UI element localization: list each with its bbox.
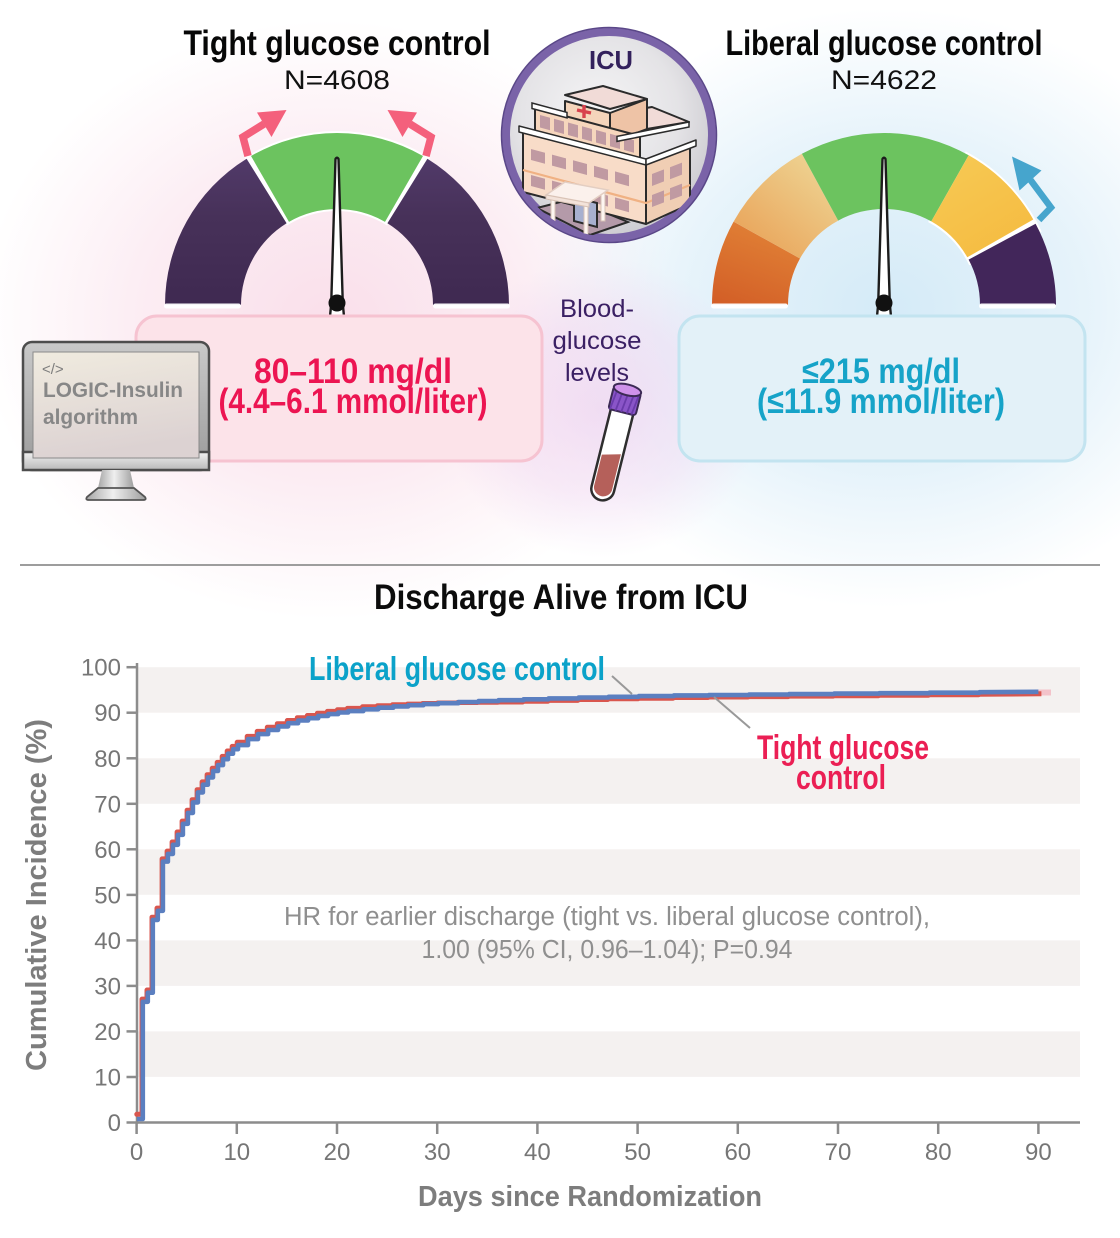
svg-text:20: 20 bbox=[94, 1019, 121, 1046]
svg-text:Days since Randomization: Days since Randomization bbox=[418, 1181, 762, 1213]
svg-text:N=4622: N=4622 bbox=[831, 65, 937, 95]
svg-text:60: 60 bbox=[724, 1139, 751, 1166]
svg-text:80: 80 bbox=[925, 1139, 952, 1166]
svg-text:0: 0 bbox=[108, 1110, 121, 1137]
svg-text:(≤11.9 mmol/liter): (≤11.9 mmol/liter) bbox=[757, 382, 1005, 421]
svg-text:30: 30 bbox=[424, 1139, 451, 1166]
svg-text:80–110 mg/dl: 80–110 mg/dl bbox=[254, 352, 452, 391]
svg-text:ICU: ICU bbox=[589, 45, 633, 75]
svg-text:1.00 (95% CI, 0.96–1.04); P=0.: 1.00 (95% CI, 0.96–1.04); P=0.94 bbox=[422, 936, 793, 964]
svg-text:(4.4–6.1 mmol/liter): (4.4–6.1 mmol/liter) bbox=[219, 382, 488, 421]
svg-text:30: 30 bbox=[94, 973, 121, 1000]
svg-text:N=4608: N=4608 bbox=[284, 65, 390, 95]
svg-text:90: 90 bbox=[1025, 1139, 1052, 1166]
svg-text:70: 70 bbox=[94, 791, 121, 818]
svg-text:20: 20 bbox=[324, 1139, 351, 1166]
svg-text:</>: </> bbox=[42, 361, 64, 378]
svg-text:50: 50 bbox=[624, 1139, 651, 1166]
svg-text:0: 0 bbox=[130, 1139, 143, 1166]
svg-text:60: 60 bbox=[94, 837, 121, 864]
svg-text:≤215 mg/dl: ≤215 mg/dl bbox=[802, 352, 960, 391]
svg-text:LOGIC-Insulin: LOGIC-Insulin bbox=[43, 379, 183, 402]
svg-text:100: 100 bbox=[81, 655, 121, 682]
svg-text:Liberal glucose control: Liberal glucose control bbox=[726, 24, 1043, 63]
svg-text:40: 40 bbox=[94, 928, 121, 955]
svg-text:70: 70 bbox=[825, 1139, 852, 1166]
svg-text:Tight glucose control: Tight glucose control bbox=[184, 24, 491, 63]
svg-text:Cumulative Incidence (%): Cumulative Incidence (%) bbox=[21, 719, 53, 1071]
svg-text:algorithm: algorithm bbox=[43, 406, 138, 429]
svg-text:50: 50 bbox=[94, 882, 121, 909]
svg-text:10: 10 bbox=[94, 1065, 121, 1092]
svg-text:10: 10 bbox=[223, 1139, 250, 1166]
svg-text:Tight glucose: Tight glucose bbox=[757, 729, 929, 767]
svg-text:Discharge Alive from ICU: Discharge Alive from ICU bbox=[374, 578, 748, 617]
svg-text:levels: levels bbox=[565, 359, 629, 387]
svg-text:glucose: glucose bbox=[553, 327, 642, 355]
svg-text:Liberal glucose control: Liberal glucose control bbox=[309, 650, 605, 687]
svg-text:Blood-: Blood- bbox=[560, 295, 634, 323]
svg-text:90: 90 bbox=[94, 700, 121, 727]
svg-text:40: 40 bbox=[524, 1139, 551, 1166]
svg-text:control: control bbox=[796, 759, 886, 797]
svg-text:80: 80 bbox=[94, 746, 121, 773]
svg-text:HR for earlier discharge (tigh: HR for earlier discharge (tight vs. libe… bbox=[284, 903, 930, 931]
